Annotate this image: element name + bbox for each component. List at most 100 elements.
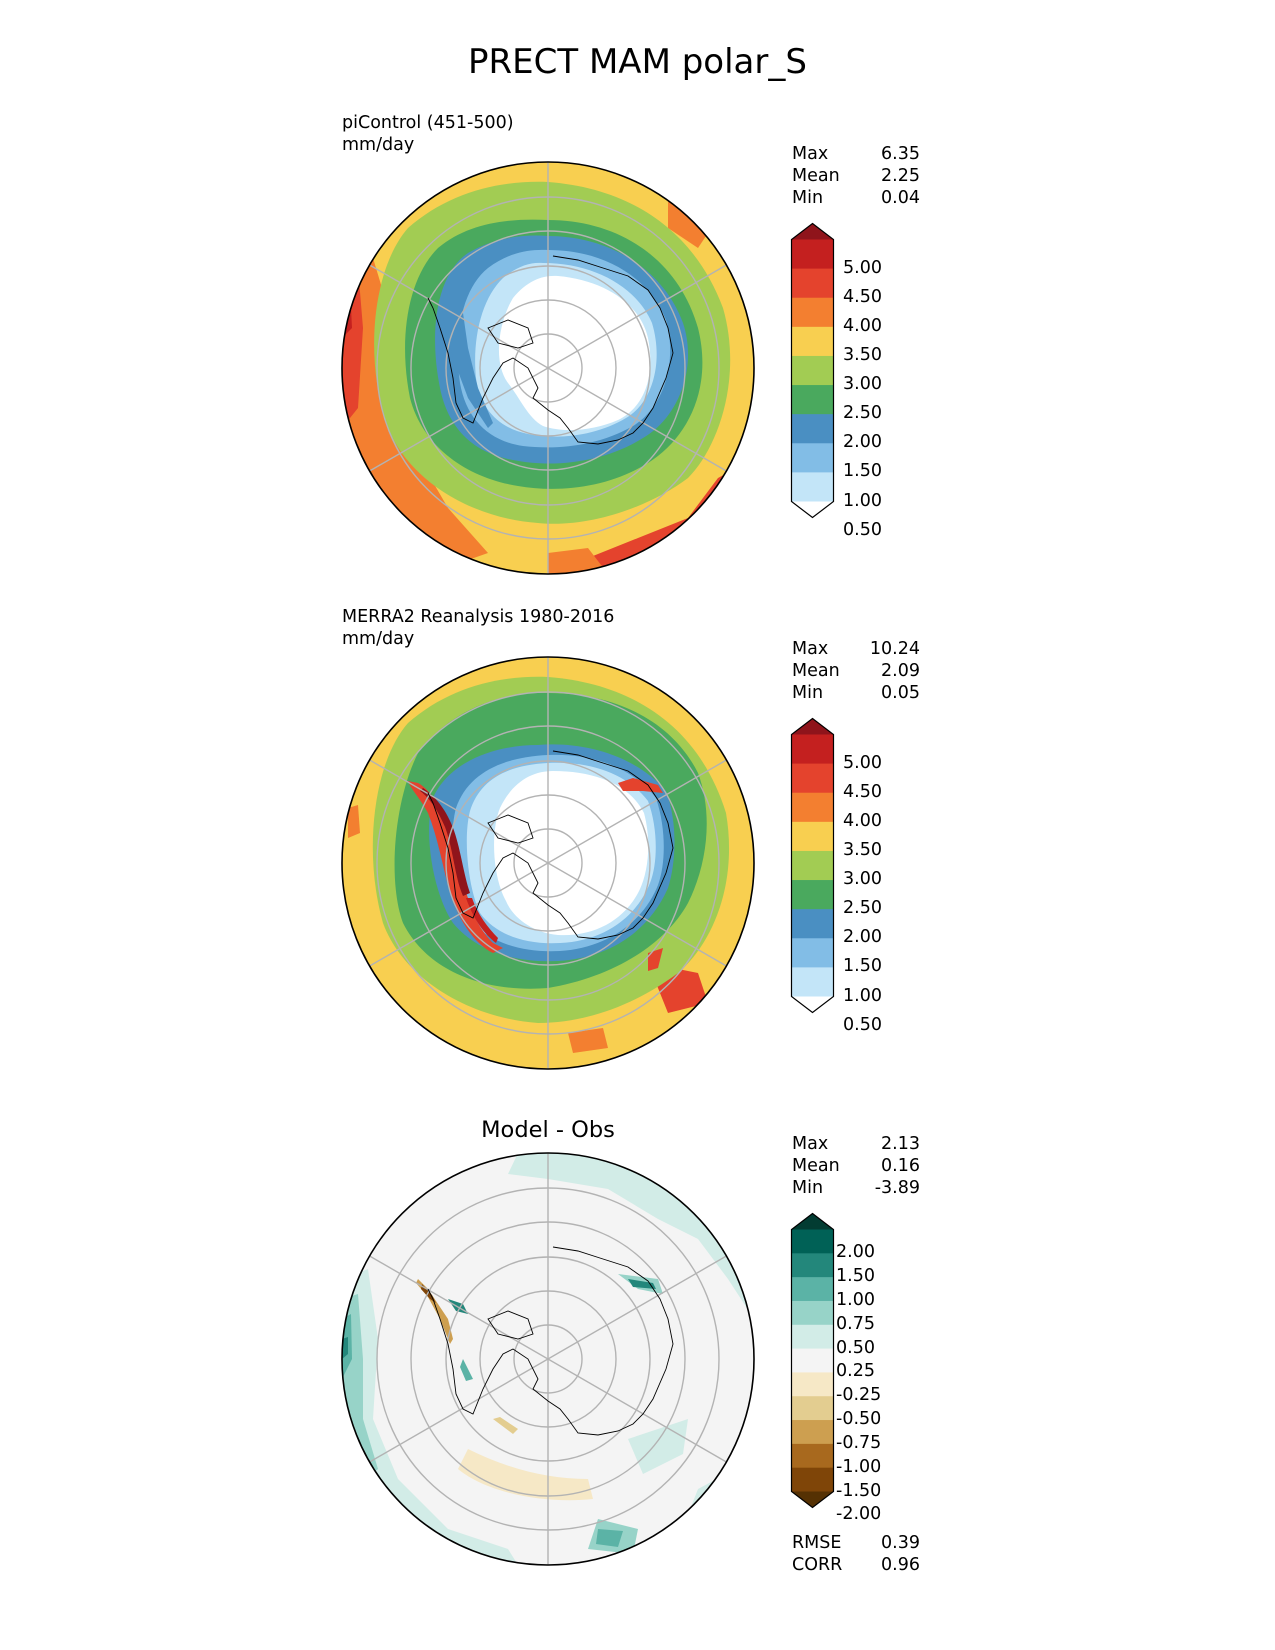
diff-colorbar-ticks: 2.00 1.50 1.00 0.75 0.50 0.25 -0.25 -0.5… (836, 1212, 926, 1523)
diff-cbar-tick: -1.50 (836, 1480, 882, 1501)
diff-cbar-tick: 2.00 (836, 1242, 875, 1263)
diff-panel-title: Model - Obs (481, 1117, 615, 1143)
ref-stat-min-label: Min (792, 683, 824, 703)
diff-cbar-tick: -2.00 (836, 1504, 882, 1525)
colorbar-segment (791, 1443, 834, 1469)
test-cbar-tick: 2.50 (843, 403, 882, 424)
test-stat-min-label: Min (792, 188, 824, 208)
colorbar-segment (791, 734, 834, 765)
diff-stat-min-label: Min (792, 1178, 824, 1198)
test-case-name: piControl (451-500) (342, 113, 514, 133)
diff-cbar-tick: 0.50 (836, 1337, 875, 1358)
diff-stat-mean-value: 0.16 (881, 1156, 920, 1176)
ref-cbar-tick: 3.00 (843, 869, 882, 890)
colorbar-extend-max (791, 223, 834, 240)
diff-stat-min-value: -3.89 (874, 1178, 920, 1198)
colorbar-segment (791, 909, 834, 939)
test-stat-min-value: 0.04 (881, 188, 920, 208)
diff-cbar-tick: 0.25 (836, 1361, 875, 1382)
ref-graticule (369, 657, 727, 1069)
ref-stat-max-value: 10.24 (869, 639, 920, 659)
diff-cbar-tick: 1.00 (836, 1289, 875, 1310)
ref-cbar-tick: 0.50 (843, 1014, 882, 1035)
test-cbar-tick: 4.50 (843, 286, 882, 307)
diff-coastline (427, 1246, 674, 1436)
ref-cbar-tick: 1.00 (843, 985, 882, 1006)
ref-cbar-tick: 2.50 (843, 898, 882, 919)
test-stat-mean-value: 2.25 (881, 166, 920, 186)
colorbar-segment (791, 355, 834, 386)
test-panel-label: piControl (451-500) mm/day (342, 112, 514, 156)
test-units: mm/day (342, 135, 415, 155)
colorbar-extend-max (791, 718, 834, 735)
test-stat-max-label: Max (792, 144, 829, 164)
diff-polar-map (341, 1152, 755, 1566)
colorbar-segment (791, 1396, 834, 1421)
ref-cbar-tick: 4.00 (843, 810, 882, 831)
diff-map-boundary (341, 1152, 755, 1566)
colorbar-outline (790, 222, 835, 519)
diff-cbar-tick: -0.25 (836, 1385, 882, 1406)
colorbar-segment (791, 297, 834, 328)
diff-stat-max-label: Max (792, 1134, 829, 1154)
ref-colorbar (790, 717, 835, 1014)
colorbar-extend-min (791, 501, 834, 518)
colorbar-segment (791, 1324, 834, 1350)
ref-coastline (427, 750, 674, 940)
colorbar-segment (791, 1300, 834, 1326)
diff-corr-label: CORR (792, 1555, 843, 1575)
ref-panel-label: MERRA2 Reanalysis 1980-2016 mm/day (342, 606, 614, 650)
diff-stats: Max 2.13 Mean 0.16 Min -3.89 (792, 1133, 920, 1199)
ref-map-boundary (341, 656, 755, 1070)
ref-stat-min-value: 0.05 (881, 683, 920, 703)
colorbar-extend-min (791, 996, 834, 1013)
test-polar-map (341, 161, 755, 575)
diff-rmse-value: 0.39 (881, 1533, 920, 1553)
ref-cbar-tick: 3.50 (843, 839, 882, 860)
test-cbar-tick: 4.00 (843, 315, 882, 336)
colorbar-outline (790, 717, 835, 1014)
colorbar-segment (791, 938, 834, 968)
colorbar-extend-min (791, 1491, 834, 1508)
colorbar-segment (791, 443, 834, 473)
test-stats: Max 6.35 Mean 2.25 Min 0.04 (792, 143, 920, 209)
ref-polar-map (341, 656, 755, 1070)
diff-rmse-label: RMSE (792, 1533, 842, 1553)
ref-cbar-tick: 1.50 (843, 956, 882, 977)
ref-cbar-tick: 5.00 (843, 752, 882, 773)
figure-title: PRECT MAM polar_S (468, 42, 807, 82)
test-graticule (369, 162, 727, 574)
ref-stat-mean-value: 2.09 (881, 661, 920, 681)
test-precip-field (342, 162, 754, 574)
colorbar-segment (791, 326, 834, 357)
colorbar-segment (791, 1467, 834, 1492)
colorbar-segment (791, 472, 834, 502)
diff-cbar-tick: -1.00 (836, 1456, 882, 1477)
ref-case-name: MERRA2 Reanalysis 1980-2016 (342, 607, 615, 627)
test-cbar-tick: 1.00 (843, 490, 882, 511)
ref-colorbar-ticks: 5.00 4.50 4.00 3.50 3.00 2.50 2.00 1.50 … (843, 717, 923, 1034)
test-map-boundary (341, 161, 755, 575)
diff-stat-mean-label: Mean (792, 1156, 840, 1176)
colorbar-segment (791, 1229, 834, 1254)
colorbar-segment (791, 1348, 834, 1373)
colorbar-segment (791, 414, 834, 444)
colorbar-segment (791, 1420, 834, 1445)
test-coastline (427, 255, 674, 445)
diff-cbar-tick: 0.75 (836, 1313, 875, 1334)
colorbar-segment (791, 792, 834, 823)
test-cbar-tick: 0.50 (843, 519, 882, 540)
diff-corr-value: 0.96 (881, 1555, 920, 1575)
test-stat-max-value: 6.35 (881, 144, 920, 164)
colorbar-segment (791, 1253, 834, 1278)
ref-stat-max-label: Max (792, 639, 829, 659)
test-cbar-tick: 1.50 (843, 461, 882, 482)
colorbar-segment (791, 967, 834, 997)
diff-stat-max-value: 2.13 (881, 1134, 920, 1154)
ref-units: mm/day (342, 629, 415, 649)
test-stat-mean-label: Mean (792, 166, 840, 186)
colorbar-segment (791, 268, 834, 299)
test-colorbar-ticks: 5.00 4.50 4.00 3.50 3.00 2.50 2.00 1.50 … (843, 222, 923, 539)
diff-colorbar (790, 1212, 835, 1509)
ref-stats: Max 10.24 Mean 2.09 Min 0.05 (792, 638, 920, 704)
